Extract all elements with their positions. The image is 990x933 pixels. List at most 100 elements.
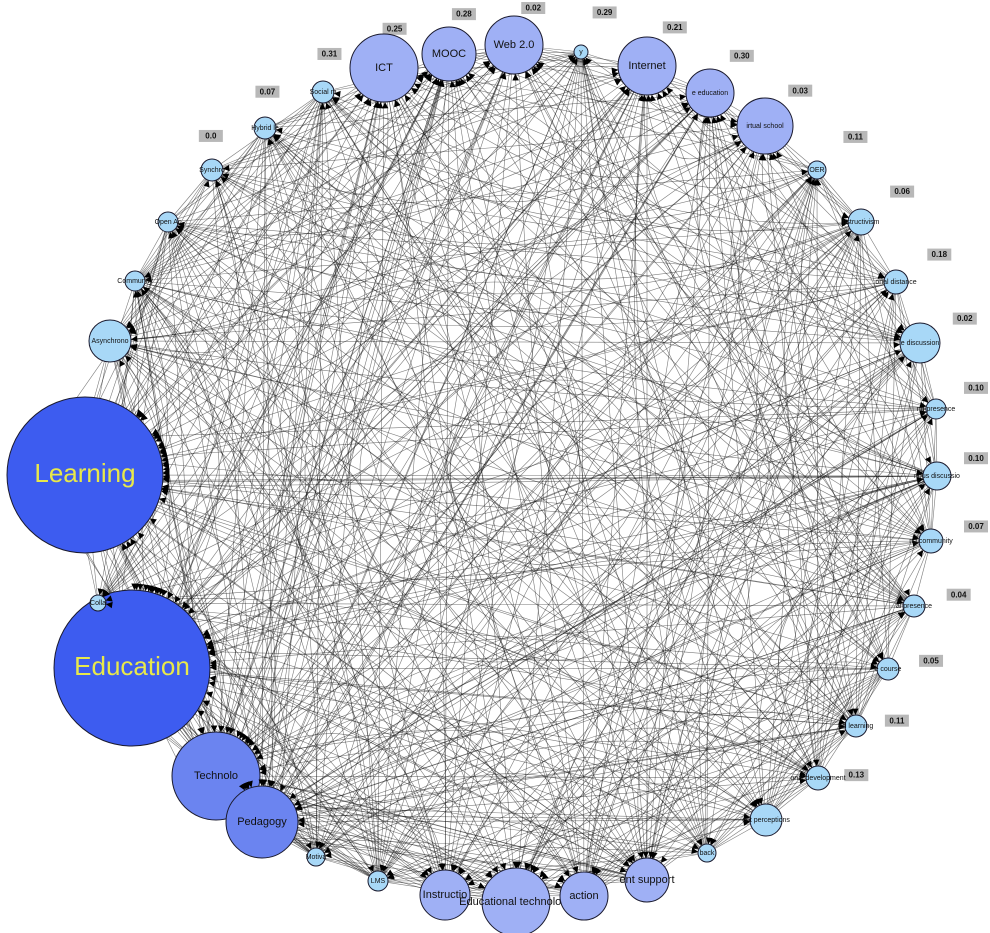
node-circle[interactable]: [225, 785, 299, 859]
edge-arc: [515, 342, 921, 903]
node-mooc[interactable]: MOOC: [421, 26, 477, 88]
node-blended-learning[interactable]: ed learning: [838, 708, 873, 738]
node-circle[interactable]: [6, 396, 164, 554]
node-circle[interactable]: [253, 116, 277, 140]
arrowhead: [838, 718, 846, 725]
node-student-support[interactable]: ent support: [619, 851, 675, 903]
node-label: ent perceptions: [742, 817, 790, 824]
arrowhead: [642, 851, 649, 859]
edge-line: [646, 668, 889, 881]
node-circle[interactable]: [876, 657, 900, 681]
node-circle[interactable]: [899, 322, 941, 364]
node-asynchronous[interactable]: Asynchrono: [88, 319, 138, 367]
node-label: Asynchrono: [92, 338, 129, 345]
node-transactional-distance[interactable]: onal distance: [875, 269, 917, 301]
node-social-presence[interactable]: al presence: [896, 588, 932, 619]
edge-arc: [798, 221, 938, 477]
node-collaboration[interactable]: Colla: [89, 588, 113, 612]
weight-badge-box: [919, 654, 944, 667]
node-pedagogy[interactable]: Pedagogy: [225, 779, 305, 859]
node-ict[interactable]: ICT: [349, 33, 425, 109]
node-circle[interactable]: [736, 97, 794, 155]
node-circle[interactable]: [922, 461, 952, 491]
node-education[interactable]: Education: [53, 583, 217, 747]
node-circle[interactable]: [624, 857, 670, 903]
node-circle[interactable]: [807, 160, 827, 180]
node-circle[interactable]: [53, 589, 211, 747]
node-circle[interactable]: [902, 594, 926, 618]
node-circle[interactable]: [749, 803, 783, 837]
edge-line: [646, 65, 889, 670]
arrowhead: [812, 178, 819, 186]
node-professional-development[interactable]: onal development: [790, 759, 846, 791]
arrowhead: [206, 639, 214, 646]
node-hybrid-learning[interactable]: Hybrid le: [251, 116, 283, 146]
node-circle[interactable]: [306, 847, 326, 867]
node-open-access[interactable]: Open Ac: [155, 211, 185, 239]
weight-badge: 0.30: [729, 49, 754, 62]
edge-line: [817, 475, 938, 779]
node-circle[interactable]: [88, 319, 132, 363]
node-circle[interactable]: [481, 867, 551, 933]
node-oer[interactable]: OER: [801, 160, 827, 186]
node-online-discussion-2[interactable]: e discussion: [893, 322, 941, 369]
edge-line: [383, 67, 915, 607]
node-label: onal distance: [875, 279, 916, 286]
arrowhead: [743, 813, 751, 820]
node-label: OER: [809, 167, 824, 174]
node-circle[interactable]: [805, 765, 831, 791]
node-synchronous[interactable]: Synchro: [199, 158, 230, 188]
node-instructional[interactable]: Instructio: [419, 863, 475, 921]
node-circle[interactable]: [421, 26, 477, 82]
node-circle[interactable]: [367, 870, 389, 892]
node-web20[interactable]: Web 2.0: [482, 15, 545, 81]
edge-line: [167, 65, 648, 223]
node-circle[interactable]: [124, 270, 146, 292]
node-feedback[interactable]: back: [691, 837, 717, 863]
node-mobile[interactable]: y: [567, 44, 592, 66]
node-virtual-school[interactable]: irtual school: [730, 97, 794, 161]
edge-hub: [249, 221, 862, 823]
node-circle[interactable]: [918, 528, 944, 554]
arrowhead: [919, 410, 927, 417]
node-constructivism[interactable]: nstructivism: [841, 208, 880, 242]
node-e-education[interactable]: e education: [679, 68, 735, 124]
node-circle[interactable]: [697, 843, 717, 863]
node-circle[interactable]: [617, 36, 677, 96]
node-lms[interactable]: LMS: [367, 864, 395, 892]
arrowhead: [880, 289, 888, 297]
node-circle[interactable]: [685, 68, 735, 118]
node-circle[interactable]: [200, 158, 224, 182]
node-motivation[interactable]: Motiva: [305, 841, 332, 867]
node-learning[interactable]: Learning: [6, 396, 170, 554]
node-online-discussion[interactable]: nous discussio: [914, 456, 960, 496]
node-circle[interactable]: [883, 269, 909, 295]
node-circle[interactable]: [847, 208, 875, 236]
node-circle[interactable]: [89, 594, 107, 612]
node-teaching-presence[interactable]: ng presence: [917, 395, 956, 426]
node-community[interactable]: Community: [117, 270, 153, 298]
node-circle[interactable]: [311, 80, 335, 104]
edge-line: [383, 67, 708, 854]
node-circle[interactable]: [844, 714, 868, 738]
node-circle[interactable]: [573, 44, 589, 60]
node-educational-technology[interactable]: Educational technology: [459, 861, 573, 933]
node-circle[interactable]: [925, 398, 947, 420]
edge-hub: [168, 91, 324, 649]
node-internet[interactable]: Internet: [611, 36, 677, 102]
node-social-media[interactable]: Social m: [310, 80, 341, 110]
node-circle[interactable]: [419, 869, 471, 921]
edge-hub: [103, 44, 515, 454]
node-circle[interactable]: [559, 871, 609, 921]
node-student-perceptions[interactable]: ent perceptions: [742, 797, 790, 837]
node-circle[interactable]: [157, 211, 179, 233]
node-interaction[interactable]: action: [554, 865, 609, 921]
node-circle[interactable]: [484, 15, 544, 75]
weight-badge-box: [788, 84, 813, 97]
node-online-course[interactable]: e course: [870, 652, 902, 681]
node-circle[interactable]: [349, 33, 419, 103]
edge-hub: [251, 53, 450, 840]
arrowhead: [259, 765, 267, 772]
node-learning-community[interactable]: ng community: [909, 523, 953, 558]
edge-line: [377, 53, 450, 882]
